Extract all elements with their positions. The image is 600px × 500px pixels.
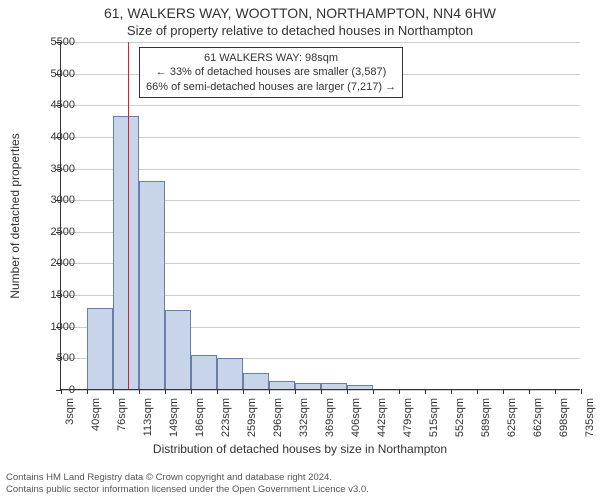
- x-tick-label: 186sqm: [194, 398, 206, 437]
- histogram-bar: [347, 385, 373, 389]
- y-tick-label: 500: [35, 352, 75, 364]
- x-tick-mark: [269, 389, 270, 394]
- x-tick-label: 332sqm: [298, 398, 310, 437]
- x-tick-label: 662sqm: [532, 398, 544, 437]
- x-tick-label: 369sqm: [324, 398, 336, 437]
- x-tick-mark: [451, 389, 452, 394]
- histogram-bar: [295, 383, 321, 389]
- y-tick-label: 1000: [35, 321, 75, 333]
- x-tick-mark: [425, 389, 426, 394]
- y-tick-label: 5500: [35, 36, 75, 48]
- footer-line-1: Contains HM Land Registry data © Crown c…: [6, 472, 369, 484]
- y-tick-label: 2500: [35, 226, 75, 238]
- x-tick-label: 40sqm: [90, 398, 102, 431]
- footer-text: Contains HM Land Registry data © Crown c…: [6, 472, 369, 496]
- y-tick-label: 1500: [35, 289, 75, 301]
- x-tick-mark: [581, 389, 582, 394]
- x-tick-label: 3sqm: [64, 398, 76, 425]
- histogram-bar: [165, 310, 191, 389]
- chart-container: 61, WALKERS WAY, WOOTTON, NORTHAMPTON, N…: [0, 0, 600, 500]
- x-tick-mark: [347, 389, 348, 394]
- x-tick-mark: [217, 389, 218, 394]
- histogram-bar: [217, 358, 243, 389]
- y-tick-label: 0: [35, 384, 75, 396]
- histogram-bar: [191, 355, 217, 389]
- x-tick-label: 223sqm: [220, 398, 232, 437]
- x-tick-label: 625sqm: [506, 398, 518, 437]
- x-axis-label: Distribution of detached houses by size …: [0, 442, 600, 456]
- x-tick-mark: [373, 389, 374, 394]
- y-tick-label: 3000: [35, 194, 75, 206]
- x-tick-label: 515sqm: [428, 398, 440, 437]
- x-tick-mark: [113, 389, 114, 394]
- histogram-bar: [243, 373, 269, 389]
- gridline: [61, 42, 580, 43]
- x-tick-mark: [139, 389, 140, 394]
- y-axis-label: Number of detached properties: [8, 133, 22, 298]
- x-tick-label: 698sqm: [558, 398, 570, 437]
- histogram-bar: [321, 383, 347, 389]
- footer-line-2: Contains public sector information licen…: [6, 484, 369, 496]
- x-tick-label: 113sqm: [142, 398, 154, 436]
- annotation-line-3: 66% of semi-detached houses are larger (…: [146, 80, 396, 94]
- x-tick-mark: [321, 389, 322, 394]
- y-tick-label: 3500: [35, 163, 75, 175]
- x-tick-mark: [191, 389, 192, 394]
- x-tick-mark: [243, 389, 244, 394]
- x-tick-label: 259sqm: [246, 398, 258, 437]
- x-tick-mark: [399, 389, 400, 394]
- x-tick-label: 296sqm: [272, 398, 284, 437]
- x-tick-label: 589sqm: [480, 398, 492, 437]
- x-tick-mark: [87, 389, 88, 394]
- x-tick-mark: [295, 389, 296, 394]
- x-tick-label: 735sqm: [584, 398, 596, 437]
- x-tick-mark: [165, 389, 166, 394]
- histogram-bar: [269, 381, 295, 389]
- x-tick-label: 552sqm: [454, 398, 466, 437]
- gridline: [61, 105, 580, 106]
- x-tick-label: 149sqm: [168, 398, 180, 437]
- annotation-line-2: ← 33% of detached houses are smaller (3,…: [146, 65, 396, 79]
- y-tick-label: 2000: [35, 257, 75, 269]
- histogram-bar: [139, 181, 165, 389]
- chart-title-sub: Size of property relative to detached ho…: [0, 23, 600, 38]
- histogram-bar: [113, 116, 139, 389]
- annotation-line-1: 61 WALKERS WAY: 98sqm: [146, 51, 396, 65]
- x-tick-label: 406sqm: [350, 398, 362, 437]
- x-tick-label: 76sqm: [116, 398, 128, 431]
- x-tick-mark: [555, 389, 556, 394]
- x-tick-mark: [503, 389, 504, 394]
- x-tick-mark: [477, 389, 478, 394]
- x-tick-label: 479sqm: [402, 398, 414, 437]
- x-tick-label: 442sqm: [376, 398, 388, 437]
- y-tick-label: 4500: [35, 99, 75, 111]
- chart-title-main: 61, WALKERS WAY, WOOTTON, NORTHAMPTON, N…: [0, 5, 600, 21]
- annotation-box: 61 WALKERS WAY: 98sqm ← 33% of detached …: [139, 47, 403, 98]
- x-tick-mark: [529, 389, 530, 394]
- y-tick-label: 5000: [35, 68, 75, 80]
- histogram-bar: [87, 308, 113, 389]
- reference-line: [128, 42, 129, 389]
- y-tick-label: 4000: [35, 131, 75, 143]
